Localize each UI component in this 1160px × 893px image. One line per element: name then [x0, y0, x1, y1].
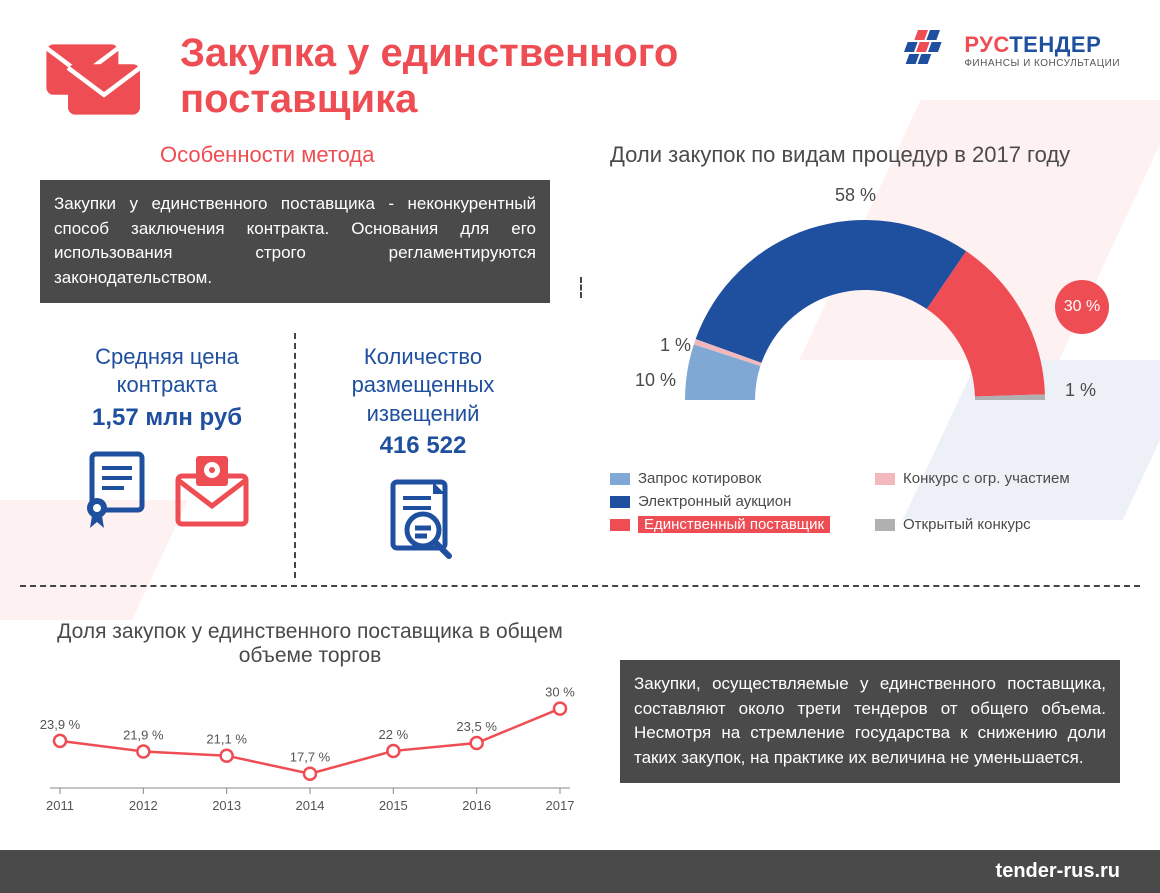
x-tick-label: 2013	[212, 798, 241, 813]
right-column: Доли закупок по видам процедур в 2017 го…	[580, 132, 1160, 598]
money-envelope-icon	[172, 450, 252, 530]
legend-swatch	[610, 496, 630, 508]
legend-label: Единственный поставщик	[638, 516, 830, 533]
donut-legend: Запрос котировок Конкурс с огр. участием Э…	[610, 470, 1120, 533]
x-tick-label: 2011	[46, 798, 74, 813]
legend-swatch	[610, 473, 630, 485]
search-doc-icon	[383, 478, 463, 568]
legend-swatch	[875, 473, 895, 485]
line-value-label: 23,5 %	[456, 719, 497, 734]
stat-label: Количество	[308, 343, 538, 372]
certificate-icon	[82, 450, 152, 530]
logo-subtitle: ФИНАНСЫ И КОНСУЛЬТАЦИИ	[964, 58, 1120, 69]
line-value-label: 17,7 %	[290, 750, 331, 765]
left-subtitle: Особенности метода	[160, 142, 550, 168]
stat-label: Средняя цена	[52, 343, 282, 372]
legend-label: Открытый конкурс	[903, 516, 1031, 533]
line-value-label: 23,9 %	[40, 717, 81, 732]
page-title: Закупка у единственного поставщика	[180, 30, 874, 122]
footer: tender-rus.ru	[0, 850, 1160, 893]
line-marker	[137, 745, 149, 757]
donut-pct-label: 1 %	[660, 335, 691, 356]
line-value-label: 21,9 %	[123, 727, 164, 742]
mail-icon	[40, 30, 150, 120]
stat-notices: Количество размещенных извещений 416 522	[294, 333, 550, 579]
line-value-label: 30 %	[545, 685, 575, 700]
line-marker	[554, 703, 566, 715]
divider-horizontal	[20, 585, 1140, 587]
x-tick-label: 2015	[379, 798, 408, 813]
donut-pct-label: 1 %	[1065, 380, 1096, 401]
summary-panel: Закупки, осуществляемые у единственного …	[620, 660, 1120, 823]
legend-item: Единственный поставщик	[610, 516, 855, 533]
stats-row: Средняя цена контракта 1,57 млн руб	[40, 333, 550, 579]
stat-avg-price: Средняя цена контракта 1,57 млн руб	[40, 333, 294, 579]
line-marker	[471, 737, 483, 749]
right-subtitle: Доли закупок по видам процедур в 2017 го…	[610, 142, 1120, 168]
donut-segment	[696, 220, 967, 363]
line-value-label: 22 %	[379, 727, 409, 742]
x-tick-label: 2012	[129, 798, 158, 813]
donut-chart: 10 %1 %58 %30 %1 %	[625, 180, 1105, 460]
legend-swatch	[875, 519, 895, 531]
line-marker	[304, 768, 316, 780]
line-chart-panel: Доля закупок у единственного поставщика …	[40, 600, 580, 823]
donut-pct-label: 10 %	[635, 370, 676, 391]
legend-item: Открытый конкурс	[875, 516, 1120, 533]
line-chart: 2011 2012 2013 2014 2015 2016 2017 23,9 % 21,9 %…	[40, 678, 580, 818]
x-tick-label: 2014	[296, 798, 325, 813]
left-column: Особенности метода Закупки у единственно…	[0, 132, 580, 598]
legend-item	[875, 493, 1120, 510]
summary-box: Закупки, осуществляемые у единственного …	[620, 660, 1120, 783]
legend-swatch	[610, 519, 630, 531]
legend-label: Конкурс с огр. участием	[903, 470, 1070, 487]
donut-pct-label: 58 %	[835, 185, 876, 206]
line-marker	[387, 745, 399, 757]
stat-label: контракта	[52, 371, 282, 400]
line-value-label: 21,1 %	[206, 732, 247, 747]
stat-label: размещенных	[308, 371, 538, 400]
line-chart-title: Доля закупок у единственного поставщика …	[40, 620, 580, 668]
legend-label: Электронный аукцион	[638, 493, 791, 510]
intro-box: Закупки у единственного поставщика - нек…	[40, 180, 550, 303]
legend-label: Запрос котировок	[638, 470, 761, 487]
main-grid: Особенности метода Закупки у единственно…	[0, 132, 1160, 598]
line-marker	[54, 735, 66, 747]
footer-url: tender-rus.ru	[996, 860, 1120, 882]
bottom-row: Доля закупок у единственного поставщика …	[0, 600, 1160, 823]
logo-text: РУСТЕНДЕР	[964, 32, 1120, 58]
legend-item: Электронный аукцион	[610, 493, 855, 510]
brand-logo: РУСТЕНДЕР ФИНАНСЫ И КОНСУЛЬТАЦИИ	[904, 30, 1120, 70]
line-marker	[221, 750, 233, 762]
legend-item: Конкурс с огр. участием	[875, 470, 1120, 487]
donut-pct-label: 30 %	[1055, 280, 1109, 334]
stat-value: 1,57 млн руб	[52, 404, 282, 432]
stat-label: извещений	[308, 400, 538, 429]
legend-item: Запрос котировок	[610, 470, 855, 487]
x-tick-label: 2016	[462, 798, 491, 813]
stat-value: 416 522	[308, 432, 538, 460]
logo-mark-icon	[904, 30, 954, 70]
x-tick-label: 2017	[546, 798, 575, 813]
